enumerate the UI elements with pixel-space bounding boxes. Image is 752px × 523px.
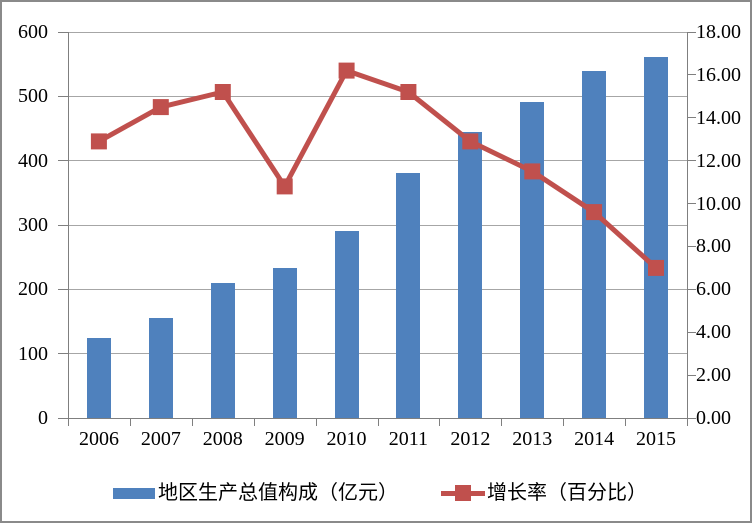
y-left-tick-mark [58, 95, 68, 97]
y-left-tick-label: 300 [18, 214, 48, 236]
y-left-tick-label: 400 [18, 149, 48, 172]
bar [86, 337, 111, 418]
x-tick-label: 2013 [512, 428, 553, 450]
x-tick-mark [68, 419, 69, 426]
line-marker [338, 62, 355, 79]
x-tick-mark [129, 419, 131, 426]
line-marker [648, 259, 664, 276]
x-axis-line [68, 418, 688, 419]
line-series-swatch-icon [441, 485, 485, 501]
x-tick-label: 2015 [636, 428, 677, 450]
gridline [68, 288, 687, 290]
bar [520, 102, 545, 418]
y-right-tick-mark [688, 160, 696, 162]
line-marker [462, 133, 479, 150]
y-axis-left-line [68, 32, 69, 419]
y-right-tick-label: 2.00 [696, 364, 731, 387]
y-right-tick-label: 8.00 [696, 235, 731, 258]
x-tick-mark [625, 419, 627, 426]
y-left-tick-label: 500 [18, 85, 48, 108]
y-axis-right-line [687, 32, 688, 419]
x-tick-mark [377, 419, 379, 426]
x-tick-label: 2012 [450, 428, 491, 450]
y-left-tick-mark [58, 224, 68, 226]
bar [644, 57, 669, 418]
legend-label-line-series: 增长率（百分比） [487, 482, 647, 504]
x-tick-mark [501, 419, 503, 426]
bar [396, 172, 421, 418]
x-tick-mark [191, 419, 193, 426]
x-tick-mark [563, 419, 565, 426]
y-left-tick-label: 200 [18, 278, 48, 301]
y-right-tick-mark [688, 74, 696, 76]
legend-item-line-series: 增长率（百分比） [441, 481, 647, 505]
bar [210, 282, 235, 418]
y-right-tick-label: 4.00 [696, 321, 731, 344]
y-right-tick-label: 16.00 [696, 63, 741, 86]
bar [458, 132, 483, 418]
y-right-tick-label: 12.00 [696, 149, 741, 172]
line-marker [214, 84, 231, 100]
x-tick-mark [253, 419, 255, 426]
x-tick-mark [687, 419, 688, 426]
x-tick-label: 2006 [78, 428, 119, 450]
x-tick-label: 2011 [388, 428, 429, 450]
gridline [68, 353, 687, 355]
x-tick-label: 2014 [574, 428, 615, 450]
bar [272, 268, 297, 418]
y-left-tick-label: 600 [18, 21, 48, 43]
bar [334, 230, 359, 418]
gridline [68, 31, 687, 33]
gridline [68, 160, 687, 162]
x-tick-mark [439, 419, 441, 426]
y-right-tick-mark [688, 117, 696, 119]
y-right-tick-mark [688, 417, 696, 419]
x-tick-mark [315, 419, 317, 426]
line-marker [524, 163, 541, 180]
gridline [68, 224, 687, 226]
y-right-tick-label: 14.00 [696, 106, 741, 129]
y-right-tick-mark [688, 331, 696, 333]
x-tick-label: 2008 [202, 428, 243, 450]
x-tick-label: 2010 [326, 428, 367, 450]
y-right-tick-mark [688, 288, 696, 290]
y-right-tick-label: 0.00 [696, 407, 731, 429]
bar [582, 70, 607, 418]
line-marker [152, 99, 169, 116]
line-marker [90, 133, 107, 150]
line-marker [586, 204, 603, 221]
bar-series-swatch-icon [113, 487, 155, 499]
y-right-tick-label: 18.00 [696, 21, 741, 43]
y-left-tick-mark [58, 288, 68, 290]
y-right-tick-label: 6.00 [696, 278, 731, 301]
line-series-path [97, 68, 658, 270]
y-right-tick-mark [688, 374, 696, 376]
legend-item-bar-series: 地区生产总值构成（亿元） [113, 481, 398, 505]
y-right-tick-mark [688, 245, 696, 247]
x-tick-label: 2009 [264, 428, 305, 450]
line-series-layer [90, 62, 664, 276]
line-marker [276, 178, 293, 195]
y-right-tick-mark [688, 203, 696, 205]
y-right-tick-mark [688, 31, 696, 33]
y-left-tick-mark [58, 417, 68, 419]
gridline [68, 95, 687, 97]
y-left-tick-mark [58, 160, 68, 162]
line-marker [400, 84, 417, 100]
y-right-tick-label: 10.00 [696, 192, 741, 215]
x-tick-label: 2007 [140, 428, 181, 450]
y-left-tick-label: 0 [38, 407, 48, 429]
y-left-tick-label: 100 [18, 342, 48, 365]
y-left-tick-mark [58, 353, 68, 355]
legend-label-bar-series: 地区生产总值构成（亿元） [158, 482, 398, 504]
bar [148, 318, 173, 418]
y-left-tick-mark [58, 31, 68, 33]
